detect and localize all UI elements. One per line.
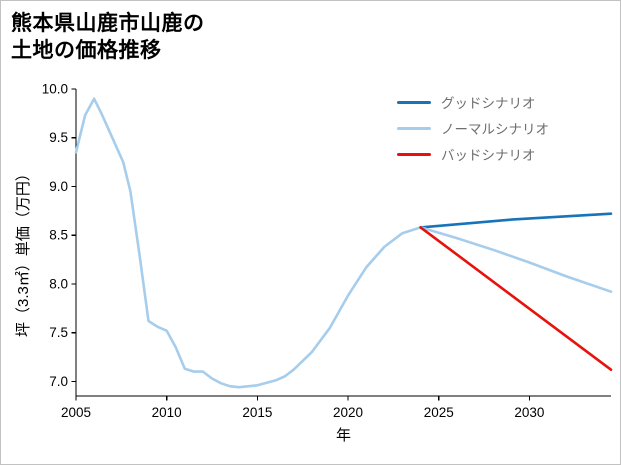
x-tick-label: 2025 (424, 405, 454, 420)
y-tick-label: 10.0 (42, 82, 68, 97)
series-line-good (419, 212, 613, 229)
legend-line-swatch (397, 126, 431, 130)
legend-label: バッドシナリオ (441, 148, 536, 163)
legend-line-swatch (397, 100, 431, 104)
legend-item-0: グッドシナリオ (397, 89, 549, 115)
y-tick-label: 7.5 (49, 325, 68, 340)
series-line-history (74, 97, 422, 389)
chart-title-line-2: 土地の価格推移 (11, 39, 162, 63)
y-tick-label: 8.0 (49, 276, 68, 291)
y-tick-label: 9.0 (49, 179, 68, 194)
legend-item-2: バッドシナリオ (397, 141, 549, 167)
x-tick-label: 2020 (333, 405, 363, 420)
y-tick-label: 9.5 (49, 130, 68, 145)
y-tick-label: 7.0 (49, 374, 68, 389)
legend-item-1: ノーマルシナリオ (397, 115, 549, 141)
x-tick-label: 2005 (61, 405, 91, 420)
legend-line-swatch (397, 152, 431, 156)
series-line-normal (419, 226, 613, 294)
x-tick-label: 2015 (242, 405, 272, 420)
legend-label: ノーマルシナリオ (441, 122, 549, 137)
series-line-bad (419, 226, 613, 372)
legend-label: グッドシナリオ (441, 96, 536, 111)
x-tick-label: 2010 (152, 405, 182, 420)
y-tick-label: 8.5 (49, 228, 68, 243)
x-axis-label: 年 (335, 427, 351, 444)
x-tick-label: 2030 (514, 405, 544, 420)
chart-title: 熊本県山鹿市山鹿の 土地の価格推移 (11, 10, 205, 65)
chart-legend: グッドシナリオ ノーマルシナリオ バッドシナリオ (397, 89, 549, 167)
y-axis-label: 坪（3.3㎡）単価（万円） (15, 166, 32, 337)
chart-title-line-1: 熊本県山鹿市山鹿の (11, 12, 205, 35)
